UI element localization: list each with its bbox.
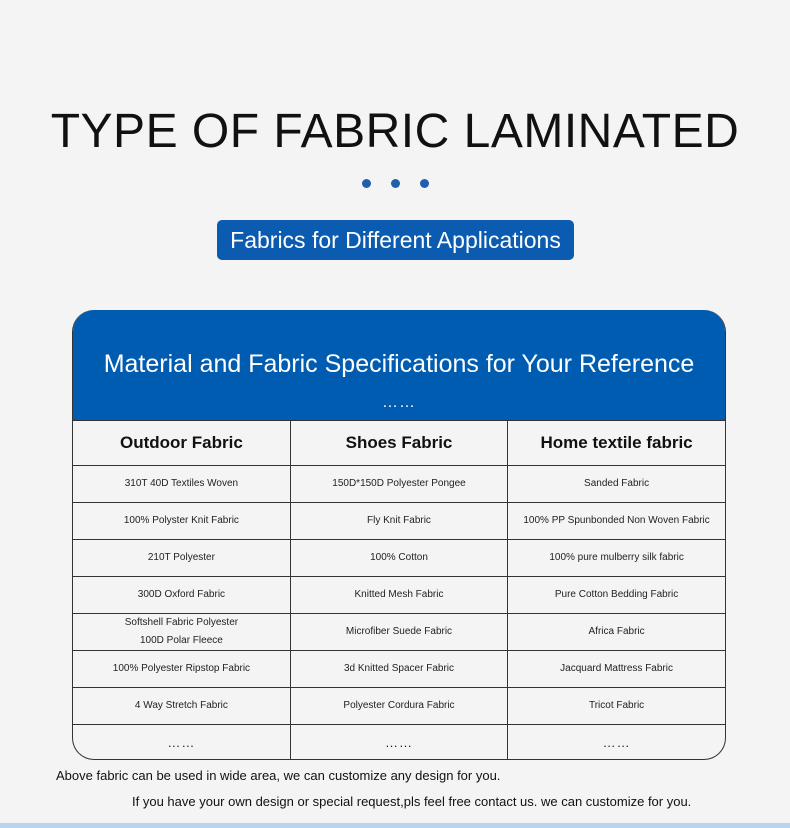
column-header: Home textile fabric <box>507 420 725 466</box>
table-row: 300D Oxford Fabric Knitted Mesh Fabric Pur… <box>73 576 725 614</box>
card-header: Material and Fabric Specifications for Y… <box>73 310 725 420</box>
fabric-spec-card: Material and Fabric Specifications for Y… <box>72 310 726 760</box>
table-cell: 100% Polyester Ripstop Fabric <box>73 650 291 688</box>
table-cell: …… <box>73 724 291 759</box>
note-usage: Above fabric can be used in wide area, w… <box>56 768 501 783</box>
table-cell: …… <box>507 724 725 759</box>
table-row: 310T 40D Textiles Woven 150D*150D Polyest… <box>73 465 725 503</box>
table-cell: Polyester Cordura Fabric <box>289 687 509 725</box>
card-title: Material and Fabric Specifications for Y… <box>103 350 695 378</box>
table-cell: Knitted Mesh Fabric <box>289 576 509 614</box>
table-cell: …… <box>289 724 509 759</box>
table-row: 4 Way Stretch Fabric Polyester Cordura Fa… <box>73 687 725 725</box>
page-title: TYPE OF FABRIC LAMINATED <box>50 105 740 158</box>
column-header: Shoes Fabric <box>289 420 509 466</box>
table-row: 100% Polyster Knit Fabric Fly Knit Fabric… <box>73 502 725 540</box>
table-cell: 100% Cotton <box>289 539 509 577</box>
fabric-table: Outdoor Fabric Shoes Fabric Home textile… <box>73 420 725 759</box>
table-row: Softshell Fabric Polyester 100D Polar Fl… <box>73 613 725 651</box>
table-cell: 210T Polyester <box>73 539 291 577</box>
table-cell: Softshell Fabric Polyester 100D Polar Fl… <box>73 613 291 651</box>
dot-icon <box>390 179 400 188</box>
section-badge: Fabrics for Different Applications <box>217 220 574 260</box>
table-cell: Jacquard Mattress Fabric <box>507 650 725 688</box>
table-cell: 4 Way Stretch Fabric <box>73 687 291 725</box>
table-cell: 100% pure mulberry silk fabric <box>507 539 725 577</box>
note-contact: If you have your own design or special r… <box>132 794 692 809</box>
table-cell: Microfiber Suede Fabric <box>289 613 509 651</box>
card-ellipsis: …… <box>382 394 416 411</box>
table-row: 210T Polyester 100% Cotton 100% pure mulbe… <box>73 539 725 577</box>
table-cell: 300D Oxford Fabric <box>73 576 291 614</box>
table-cell: Fly Knit Fabric <box>289 502 509 540</box>
table-cell: 3d Knitted Spacer Fabric <box>289 650 509 688</box>
dot-icon <box>419 179 429 188</box>
table-row: 100% Polyester Ripstop Fabric 3d Knitted … <box>73 650 725 688</box>
bottom-strip <box>0 823 790 828</box>
table-cell: 100% PP Spunbonded Non Woven Fabric <box>507 502 725 540</box>
column-header: Outdoor Fabric <box>73 420 291 466</box>
table-cell: Sanded Fabric <box>507 465 725 503</box>
table-cell: 100% Polyster Knit Fabric <box>73 502 291 540</box>
table-cell: Africa Fabric <box>507 613 725 651</box>
table-cell: Tricot Fabric <box>507 687 725 725</box>
table-cell: 310T 40D Textiles Woven <box>73 465 291 503</box>
table-row: ……………… <box>73 724 725 759</box>
table-cell: 150D*150D Polyester Pongee <box>289 465 509 503</box>
table-cell: Pure Cotton Bedding Fabric <box>507 576 725 614</box>
dot-icon <box>361 179 371 188</box>
decorative-dots <box>0 179 790 188</box>
